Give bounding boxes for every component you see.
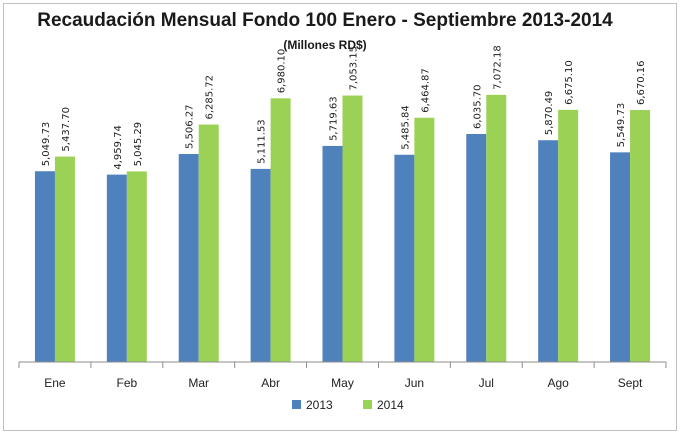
x-tick-label-may: May xyxy=(331,376,354,390)
data-label-2014-feb: 5,045.29 xyxy=(133,122,144,167)
data-label-2013-ene: 5,049.73 xyxy=(41,122,52,167)
bar-2013-jul xyxy=(466,133,487,362)
bar-2014-sept xyxy=(630,110,651,362)
bar-2014-ago xyxy=(558,109,579,362)
bar-2013-may xyxy=(322,145,343,362)
legend-swatch-2014 xyxy=(363,400,372,409)
x-tick-label-mar: Mar xyxy=(188,376,209,390)
bar-2014-may xyxy=(342,95,363,362)
bar-2013-jun xyxy=(394,154,415,362)
bar-2013-sept xyxy=(610,152,631,362)
legend-label-2013: 2013 xyxy=(306,398,333,412)
legend-label-2014: 2014 xyxy=(377,398,404,412)
data-label-2014-jun: 6,464.87 xyxy=(420,68,431,113)
x-tick-label-abr: Abr xyxy=(261,376,280,390)
bar-2013-ene xyxy=(34,171,55,362)
data-label-2014-abr: 6,980.10 xyxy=(277,49,288,94)
x-tick-label-jun: Jun xyxy=(405,376,424,390)
data-label-2013-ago: 5,870.49 xyxy=(544,91,555,136)
data-label-2014-ene: 5,437.70 xyxy=(61,107,72,152)
x-tick-label-ago: Ago xyxy=(547,376,569,390)
data-label-2013-may: 5,719.63 xyxy=(329,96,340,141)
bar-2014-ene xyxy=(54,156,75,362)
bar-2014-feb xyxy=(126,171,147,362)
legend: 2013 2014 xyxy=(292,398,404,412)
data-label-2014-ago: 6,675.10 xyxy=(564,60,575,105)
bar-2014-mar xyxy=(198,124,219,363)
x-ticks-group: Ene Feb Mar Abr May Jun Jul Ago Sept xyxy=(18,362,667,390)
data-label-2013-feb: 4,959.74 xyxy=(113,125,124,170)
bars-group xyxy=(34,94,651,363)
data-label-2013-mar: 5,506.27 xyxy=(185,104,196,149)
data-label-2013-jul: 6,035.70 xyxy=(472,84,483,129)
data-label-2014-jul: 7,072.18 xyxy=(492,45,503,90)
bar-2013-feb xyxy=(106,174,127,362)
data-label-2013-sept: 5,549.73 xyxy=(616,103,627,148)
chart-title: Recaudación Mensual Fondo 100 Enero - Se… xyxy=(37,10,613,31)
data-labels-group: 5,049.73 5,437.70 4,959.74 5,045.29 5,506.27… xyxy=(41,45,647,169)
data-label-2013-jun: 5,485.84 xyxy=(400,105,411,150)
data-label-2014-mar: 6,285.72 xyxy=(205,75,216,120)
bar-2014-jun xyxy=(414,117,435,362)
bar-2013-abr xyxy=(250,168,271,362)
legend-swatch-2013 xyxy=(292,400,301,409)
chart-subtitle: (Millones RD$) xyxy=(283,38,367,52)
x-tick-label-jul: Jul xyxy=(479,376,494,390)
data-label-2014-may: 7,053.15 xyxy=(349,46,360,91)
bar-2013-ago xyxy=(538,140,559,362)
data-label-2014-sept: 6,670.16 xyxy=(636,60,647,105)
bar-2014-jul xyxy=(486,94,507,362)
bar-2014-abr xyxy=(270,98,291,362)
x-tick-label-sept: Sept xyxy=(618,376,643,390)
bar-2013-mar xyxy=(178,153,199,362)
data-label-2013-abr: 5,111.53 xyxy=(257,119,268,164)
x-tick-label-feb: Feb xyxy=(116,376,137,390)
x-tick-label-ene: Ene xyxy=(44,376,66,390)
